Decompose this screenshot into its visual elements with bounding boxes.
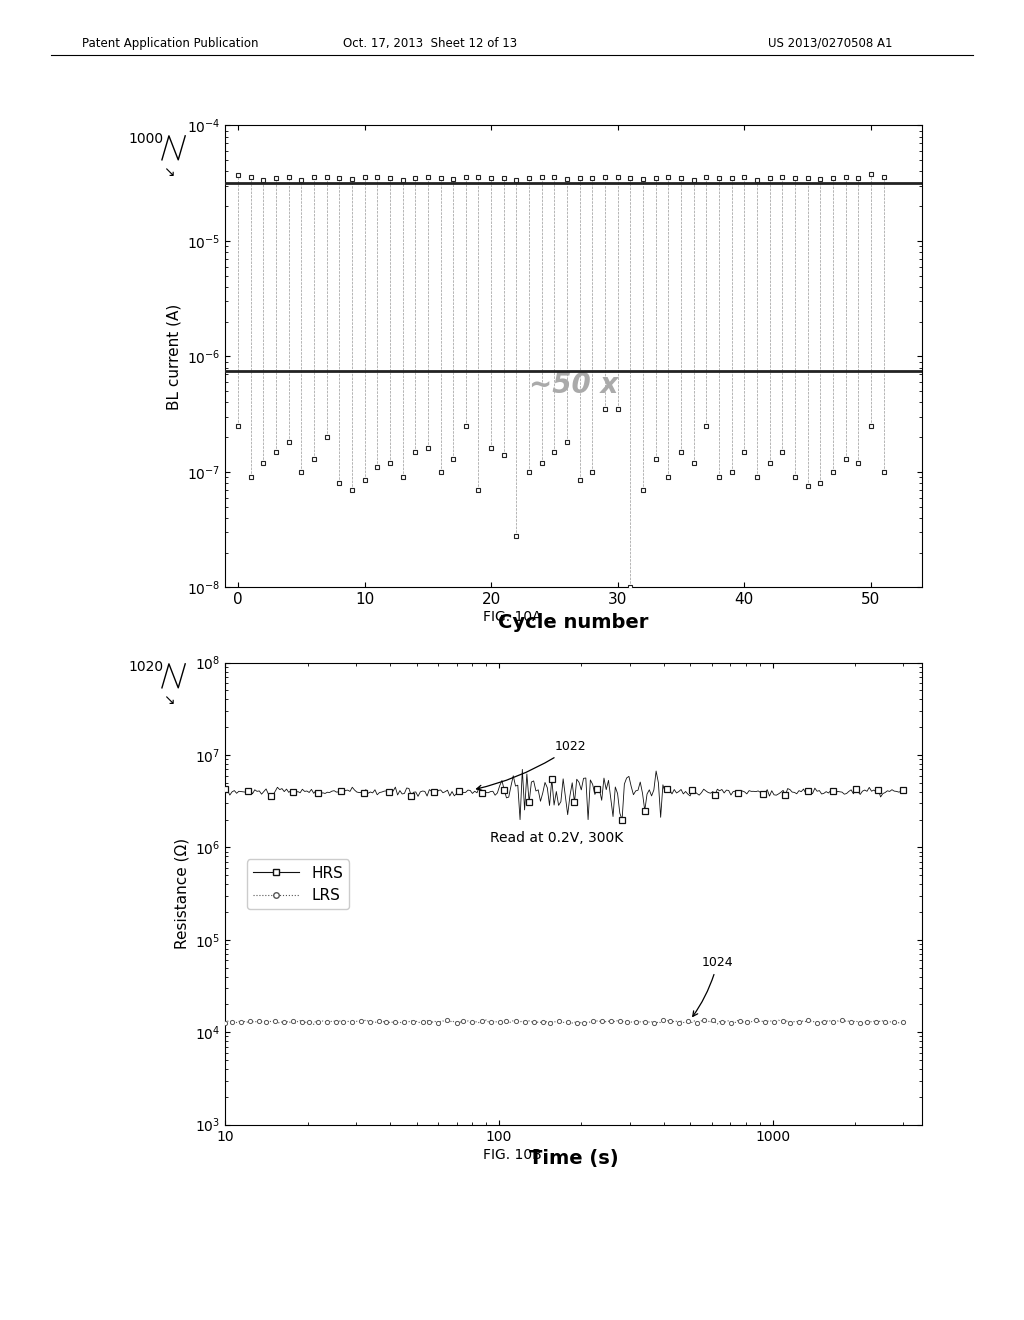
Text: FIG. 10A: FIG. 10A [482, 610, 542, 624]
X-axis label: Time (s): Time (s) [528, 1148, 618, 1168]
Text: FIG. 10B: FIG. 10B [482, 1148, 542, 1163]
Text: 1024: 1024 [693, 956, 733, 1016]
Text: ↘: ↘ [163, 165, 175, 180]
Text: ↘: ↘ [163, 693, 175, 708]
Text: 1020: 1020 [128, 660, 163, 675]
Text: 1000: 1000 [128, 132, 163, 147]
Y-axis label: BL current (A): BL current (A) [166, 304, 181, 409]
Text: ~50 x: ~50 x [528, 371, 618, 400]
Legend: HRS, LRS: HRS, LRS [247, 859, 349, 909]
Text: Patent Application Publication: Patent Application Publication [82, 37, 258, 50]
Y-axis label: Resistance (Ω): Resistance (Ω) [174, 838, 189, 949]
Text: 1022: 1022 [476, 741, 587, 791]
Text: Oct. 17, 2013  Sheet 12 of 13: Oct. 17, 2013 Sheet 12 of 13 [343, 37, 517, 50]
Text: US 2013/0270508 A1: US 2013/0270508 A1 [768, 37, 893, 50]
X-axis label: Cycle number: Cycle number [499, 612, 648, 632]
Text: Read at 0.2V, 300K: Read at 0.2V, 300K [489, 832, 624, 845]
